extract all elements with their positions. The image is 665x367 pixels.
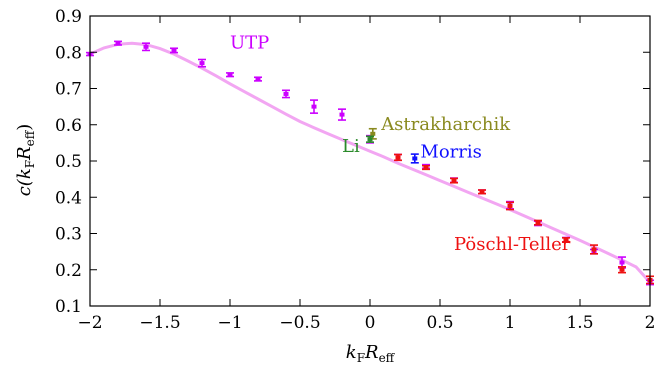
data-point xyxy=(142,42,150,52)
data-point xyxy=(618,266,626,274)
x-tick-label: −1.5 xyxy=(139,313,180,333)
data-point xyxy=(366,135,374,143)
axis-ticks: −2 −1.5 −1 −0.5 0 0.5 1 1.5 2 0.1 0.2 0.3 0.4 0.5 0.6 0… xyxy=(55,7,655,333)
data-point xyxy=(422,164,430,171)
data-point xyxy=(310,99,318,114)
y-tick-label: 0.7 xyxy=(55,80,82,100)
data-point xyxy=(534,219,542,226)
data-point xyxy=(562,237,570,243)
data-point xyxy=(254,76,262,82)
y-tick-label: 0.8 xyxy=(55,43,82,63)
annotation-poschl-teller: Pöschl-Teller xyxy=(454,234,571,255)
data-point xyxy=(394,153,402,162)
data-point xyxy=(478,189,486,195)
y-tick-label: 0.4 xyxy=(55,188,82,208)
x-axis-label: kFReff xyxy=(346,342,396,365)
data-point xyxy=(506,201,514,211)
fit-curve-layer xyxy=(89,41,652,284)
series-morris xyxy=(410,153,419,164)
annotations: UTP Astrakharchik Li Morris Pöschl-Teller xyxy=(230,33,571,255)
y-tick-label: 0.1 xyxy=(55,297,82,317)
annotation-utp: UTP xyxy=(230,33,269,54)
series-li xyxy=(366,135,374,143)
x-tick-label: −0.5 xyxy=(279,313,320,333)
x-tick-label: 0 xyxy=(365,313,376,333)
data-point xyxy=(226,72,234,78)
x-tick-label: 2 xyxy=(645,313,656,333)
data-points-layer xyxy=(86,40,654,286)
data-point xyxy=(198,58,206,68)
x-tick-label: −1 xyxy=(217,313,242,333)
x-tick-label: 0.5 xyxy=(426,313,453,333)
y-tick-label: 0.6 xyxy=(55,116,82,136)
annotation-astrakharchik: Astrakharchik xyxy=(380,114,511,135)
x-tick-label: −2 xyxy=(77,313,102,333)
y-tick-label: 0.3 xyxy=(55,225,82,245)
data-point xyxy=(114,40,122,46)
x-tick-label: 1 xyxy=(505,313,516,333)
data-point xyxy=(338,108,346,121)
data-point xyxy=(170,47,178,54)
y-tick-label: 0.5 xyxy=(55,152,82,172)
data-point xyxy=(590,244,598,255)
data-point xyxy=(282,89,290,99)
y-tick-label: 0.2 xyxy=(55,261,82,281)
y-tick-label: 0.9 xyxy=(55,7,82,27)
annotation-morris: Morris xyxy=(420,141,481,162)
x-tick-label: 1.5 xyxy=(566,313,593,333)
annotation-li: Li xyxy=(342,136,360,157)
y-axis-label: c(kFReff) xyxy=(14,124,37,197)
data-point xyxy=(410,153,419,164)
data-point xyxy=(450,177,458,184)
utp-fit-curve xyxy=(89,41,652,284)
